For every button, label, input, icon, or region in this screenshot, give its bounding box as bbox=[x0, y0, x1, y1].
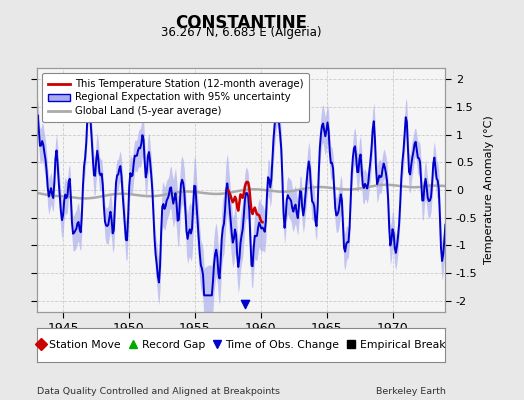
Point bbox=[241, 300, 249, 307]
Text: Berkeley Earth: Berkeley Earth bbox=[376, 387, 445, 396]
Legend: Station Move, Record Gap, Time of Obs. Change, Empirical Break: Station Move, Record Gap, Time of Obs. C… bbox=[33, 337, 449, 353]
Text: Data Quality Controlled and Aligned at Breakpoints: Data Quality Controlled and Aligned at B… bbox=[37, 387, 280, 396]
Y-axis label: Temperature Anomaly (°C): Temperature Anomaly (°C) bbox=[484, 116, 494, 264]
Text: 36.267 N, 6.683 E (Algeria): 36.267 N, 6.683 E (Algeria) bbox=[161, 26, 321, 39]
Legend: This Temperature Station (12-month average), Regional Expectation with 95% uncer: This Temperature Station (12-month avera… bbox=[42, 73, 309, 122]
Text: CONSTANTINE: CONSTANTINE bbox=[175, 14, 307, 32]
